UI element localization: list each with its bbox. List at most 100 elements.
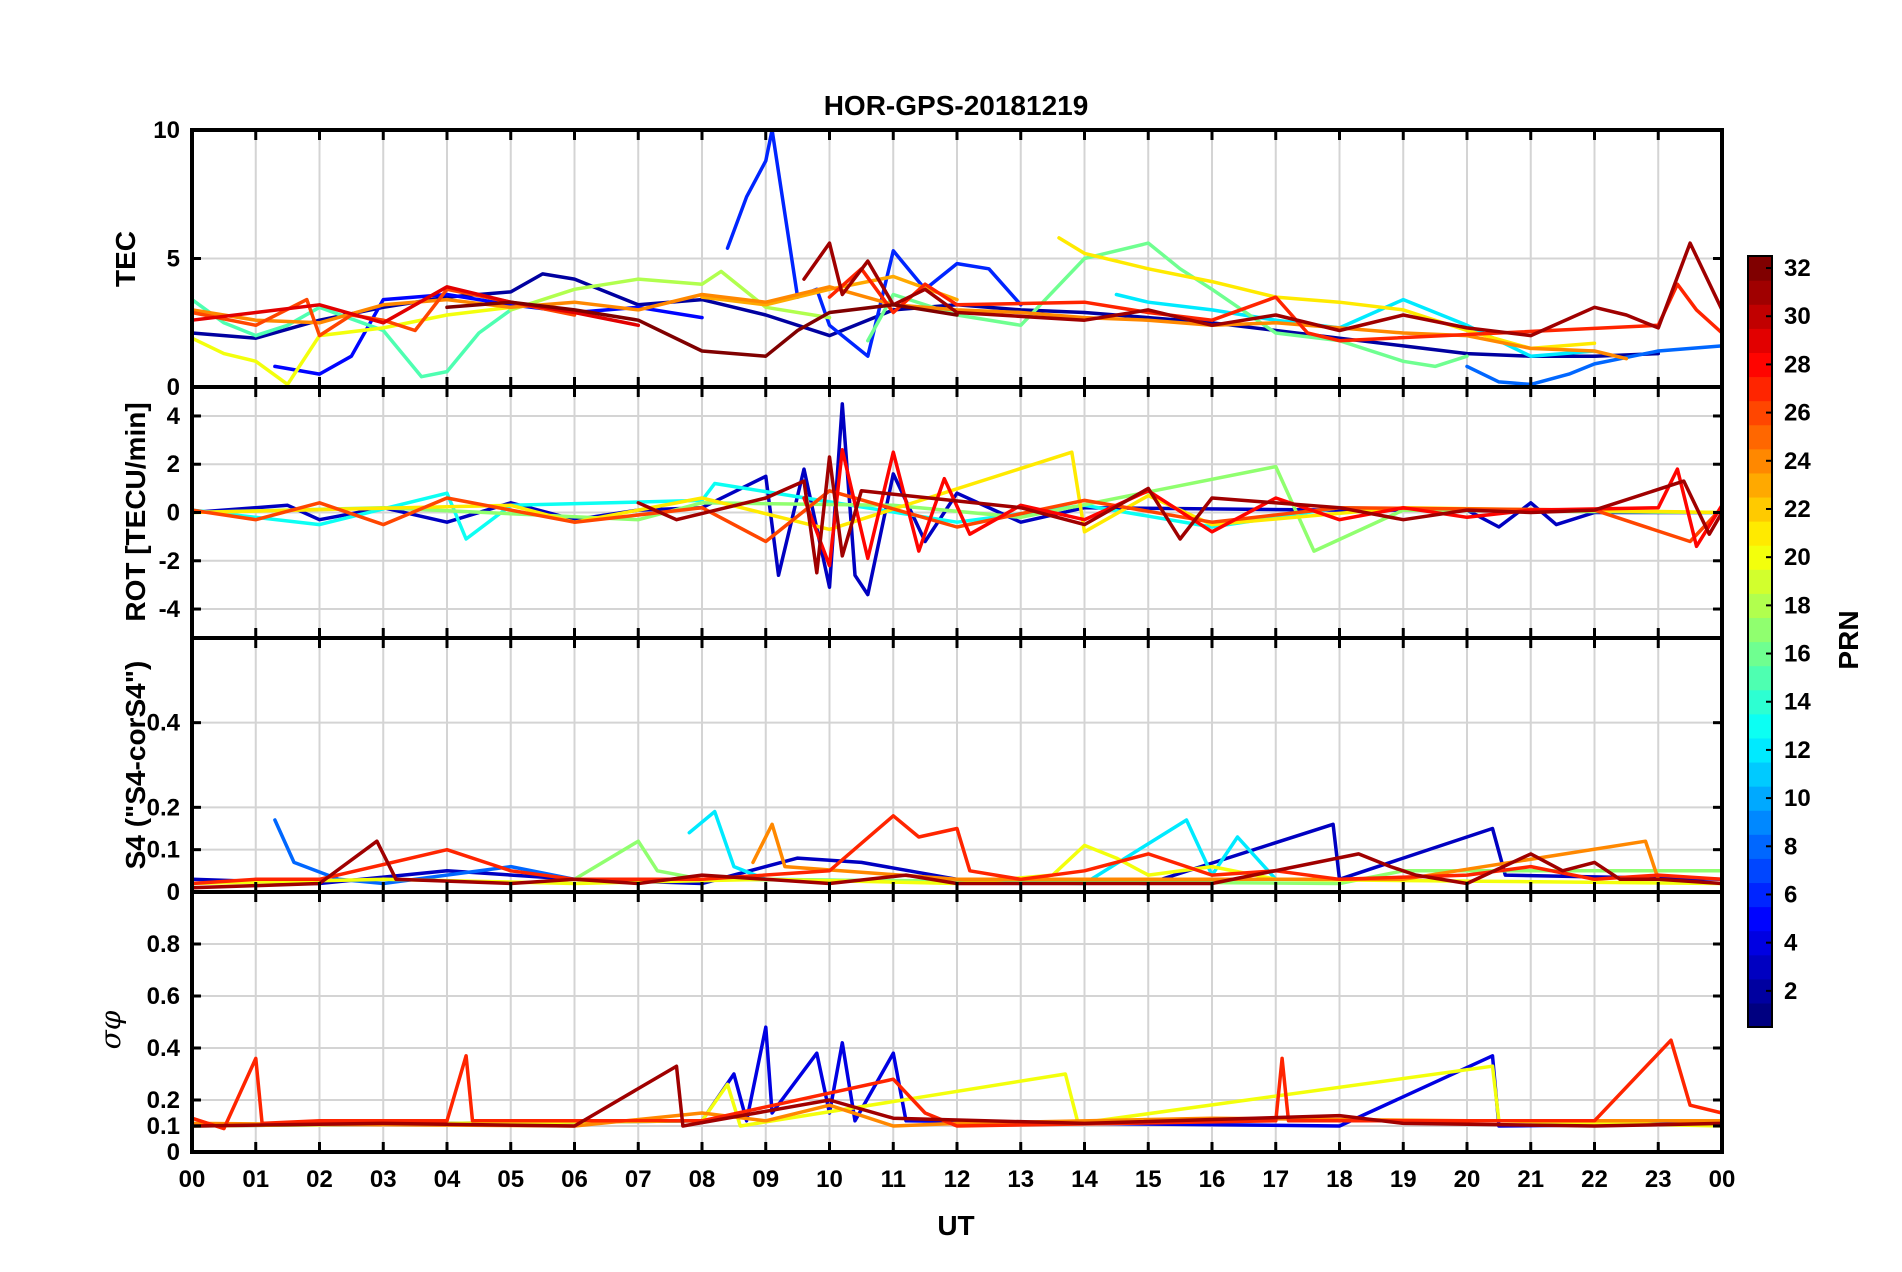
x-tick-label: 23 [1645,1166,1672,1193]
x-tick-label: 21 [1517,1166,1544,1193]
colorbar-label: PRN [1833,610,1864,669]
sigma-phi-panel: 00.10.2 0.4 0.6 0.8 σφ [94,890,1724,1166]
colorbar-swatch [1748,810,1772,835]
colorbar-swatch [1748,569,1772,594]
x-tick-label: 17 [1262,1166,1289,1193]
colorbar-swatch [1748,280,1772,305]
tec-traces [190,128,1724,387]
tec-y-label: TEC [110,231,141,287]
prn-20-trace [190,305,513,387]
y-tick-label: 5 [167,246,180,273]
y-tick-label: 0.4 [147,1035,181,1062]
colorbar-swatch [1748,954,1772,980]
x-tick-label: 11 [881,1166,906,1193]
y-tick-label: 2 [167,451,180,478]
prn-31-trace [802,241,1724,338]
x-tick-label: 20 [1454,1166,1481,1193]
x-tick-label: 04 [434,1166,461,1193]
colorbar-swatch [1748,472,1772,498]
s4-y-ticks: 0 0.1 0.2 0.4 [147,710,1722,906]
x-axis-label: UT [937,1210,974,1241]
y-tick-label: 0 [167,500,180,527]
x-tick-label: 13 [1007,1166,1034,1193]
x-tick-label: 14 [1071,1166,1098,1193]
y-tick-label: 0 [167,374,180,401]
prn-18-trace [509,269,832,320]
colorbar-tick-label: 18 [1784,592,1811,619]
prn-21-trace [1057,236,1597,351]
prn-8-trace [1465,344,1724,387]
y-tick-label: -4 [159,596,181,623]
colorbar-tick-label: 12 [1784,737,1811,764]
colorbar-tick-label: 4 [1784,930,1798,957]
x-tick-label: 00 [179,1166,206,1193]
s4-panel: 0 0.1 0.2 0.4 S4 ("S4-corS4") [120,636,1724,906]
sigma-phi-y-label: σφ [94,1010,127,1049]
y-tick-label: 0.4 [147,710,181,737]
tec-panel: 0 5 10 TEC [110,117,1724,401]
colorbar-swatch [1748,521,1772,546]
sigma-phi-traces [190,1025,1724,1131]
colorbar-swatch [1748,424,1772,450]
colorbar-tick-label: 24 [1784,448,1811,475]
x-tick-label: 16 [1199,1166,1226,1193]
colorbar-frame [1747,255,1773,1028]
prn-32-trace [445,300,959,358]
x-tick-label: 12 [944,1166,971,1193]
prn-17-trace [190,464,1724,553]
x-tick-label: 06 [561,1166,588,1193]
x-tick-label: 19 [1390,1166,1417,1193]
s4-traces [190,809,1724,890]
x-tick-label: 01 [242,1166,269,1193]
colorbar-swatch [1748,665,1772,691]
colorbar-tick-label: 16 [1784,641,1811,668]
x-tick-label: 05 [497,1166,524,1193]
sigma-phi-y-ticks: 00.10.2 0.4 0.6 0.8 [147,931,1722,1166]
prn-15-trace [190,297,513,379]
colorbar-swatch [1748,1002,1772,1028]
y-tick-label: 0 [167,879,180,906]
colorbar-tick-label: 10 [1784,785,1811,812]
colorbar-tick-label: 32 [1784,255,1811,282]
colorbar-swatch [1748,376,1772,402]
y-tick-label: 0.2 [147,1087,180,1114]
x-tick-label: 08 [689,1166,716,1193]
colorbar-swatch [1748,617,1772,643]
y-tick-label: 0.6 [147,983,180,1010]
y-tick-label: -2 [159,548,180,575]
colorbar-tick-label: 30 [1784,303,1811,330]
prn-23-trace [700,274,959,307]
y-tick-label: 0.2 [147,794,180,821]
x-tick-label: 00 [1709,1166,1736,1193]
y-tick-label: 0.8 [147,931,180,958]
figure-title: HOR-GPS-20181219 [824,90,1089,121]
prn-6-trace [725,128,1023,358]
s4-y-label: S4 ("S4-corS4") [120,661,151,870]
prn-31-trace [636,455,1724,575]
x-tick-label: 07 [625,1166,652,1193]
x-tick-label: 02 [306,1166,333,1193]
y-tick-label: 4 [167,403,181,430]
colorbar-swatch [1748,761,1772,787]
x-tick-label: 22 [1581,1166,1608,1193]
y-tick-label: 0.1 [147,837,180,864]
x-axis: 00 01 02 03 04 05 06 07 08 09 10 11 12 13 14 15 16 17 18 19… [179,130,1736,1193]
colorbar-tick-label: 28 [1784,351,1811,378]
colorbar-swatch [1748,906,1772,932]
x-tick-label: 09 [752,1166,779,1193]
rot-panel: -4 -2 0 2 4 ROT [TECU/min] [120,385,1724,640]
prn-31-trace [190,1064,1724,1128]
prn-4-trace [190,1025,1724,1128]
colorbar-tick-label: 6 [1784,881,1797,908]
y-tick-label: 0.1 [147,1113,180,1140]
colorbar-swatch [1748,713,1772,739]
prn-24-trace [751,822,1661,882]
rot-traces [190,402,1724,597]
colorbar-tick-label: 14 [1784,689,1811,716]
x-tick-label: 18 [1326,1166,1353,1193]
prn-20-trace [190,1064,1724,1128]
prn-29-trace [190,285,641,328]
colorbar-swatch [1748,858,1772,884]
